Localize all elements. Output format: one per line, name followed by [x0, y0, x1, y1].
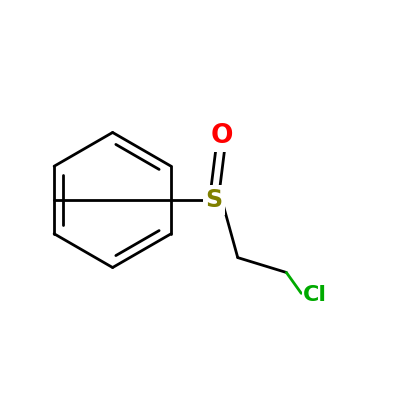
Text: S: S [205, 188, 222, 212]
Text: O: O [210, 124, 233, 150]
Text: Cl: Cl [303, 285, 327, 305]
